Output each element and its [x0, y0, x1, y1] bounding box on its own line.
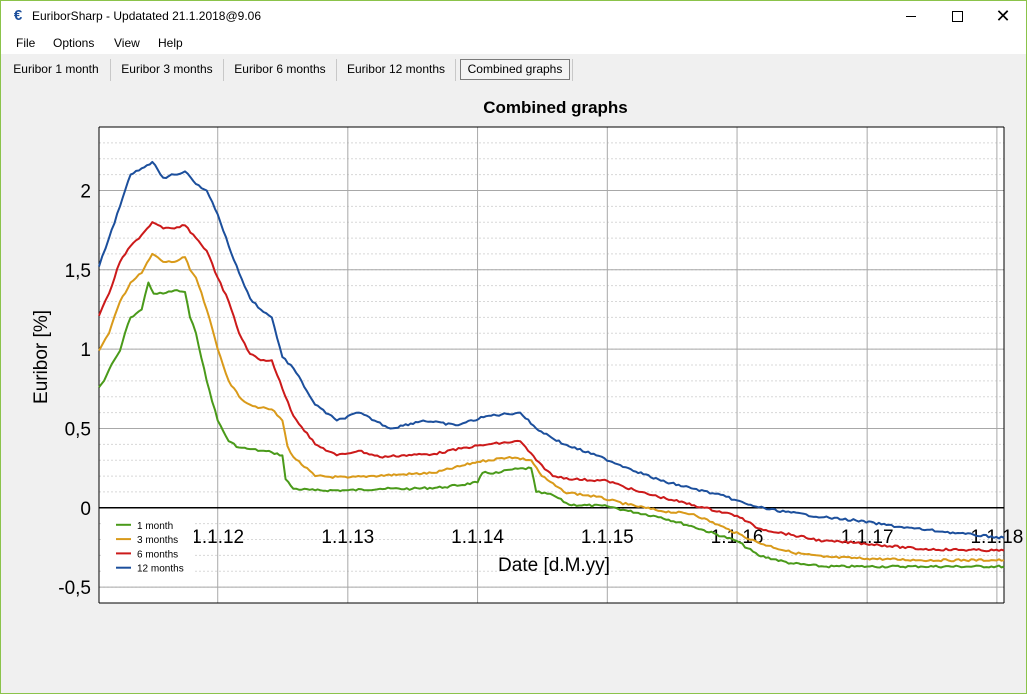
series-line: [98, 160, 1005, 540]
tab-bar: Euribor 1 month Euribor 3 months Euribor…: [1, 56, 1026, 83]
tab-euribor-3-months[interactable]: Euribor 3 months: [121, 62, 213, 76]
window-title: EuriborSharp - Updatated 21.1.2018@9.06: [32, 9, 262, 23]
y-tick-label: -0,5: [58, 578, 91, 599]
close-button[interactable]: ✕: [980, 1, 1026, 32]
tab-separator: [572, 59, 573, 81]
minimize-icon: [906, 16, 916, 17]
x-tick-label: 1.1.12: [191, 527, 244, 548]
x-tick-label: 1.1.14: [451, 527, 504, 548]
legend-label: 6 months: [137, 549, 178, 560]
legend-label: 12 months: [137, 564, 184, 575]
x-tick-label: 1.1.16: [711, 527, 764, 548]
menu-view[interactable]: View: [114, 36, 140, 50]
tab-euribor-12-months[interactable]: Euribor 12 months: [346, 62, 446, 76]
tab-euribor-6-months[interactable]: Euribor 6 months: [234, 62, 326, 76]
tab-separator: [336, 59, 337, 81]
chart-title: Combined graphs: [483, 98, 628, 117]
y-axis-label: Euribor [%]: [31, 310, 52, 404]
legend-label: 3 months: [137, 535, 178, 546]
maximize-button[interactable]: [934, 1, 980, 32]
series-line: [98, 221, 1005, 553]
y-tick-label: 0: [80, 499, 91, 520]
y-tick-label: 2: [80, 181, 91, 202]
maximize-icon: [951, 11, 963, 22]
menu-help[interactable]: Help: [158, 36, 183, 50]
chart-panel: -0,5 0 0,5 1 1,5 2 1.1.12 1.1.13 1.1.14 1.1.15 1.1…: [1, 91, 1026, 693]
tab-combined-graphs[interactable]: Combined graphs: [460, 59, 570, 80]
minimize-button[interactable]: [888, 1, 934, 32]
series-line: [98, 281, 1005, 569]
y-tick-label: 1,5: [65, 261, 91, 282]
menu-bar: File Options View Help: [1, 32, 1026, 54]
combined-chart[interactable]: -0,5 0 0,5 1 1,5 2 1.1.12 1.1.13 1.1.14 1.1.15 1.1…: [1, 91, 1026, 693]
tab-separator: [455, 59, 456, 81]
menu-options[interactable]: Options: [53, 36, 95, 50]
close-icon: ✕: [995, 5, 1011, 27]
title-bar[interactable]: € EuriborSharp - Updatated 21.1.2018@9.0…: [1, 1, 1026, 32]
legend-box: [102, 515, 194, 580]
tab-separator: [223, 59, 224, 81]
x-tick-label: 1.1.15: [581, 527, 634, 548]
series-line: [98, 252, 1005, 563]
y-tick-label: 1: [80, 340, 91, 361]
tab-separator: [110, 59, 111, 81]
y-tick-label: 0,5: [65, 419, 91, 440]
legend-label: 1 month: [137, 521, 173, 532]
euro-icon: €: [13, 7, 23, 24]
x-axis-label: Date [d.M.yy]: [498, 555, 610, 576]
x-tick-label: 1.1.13: [321, 527, 374, 548]
menu-file[interactable]: File: [16, 36, 36, 50]
tab-euribor-1-month[interactable]: Euribor 1 month: [13, 62, 99, 76]
